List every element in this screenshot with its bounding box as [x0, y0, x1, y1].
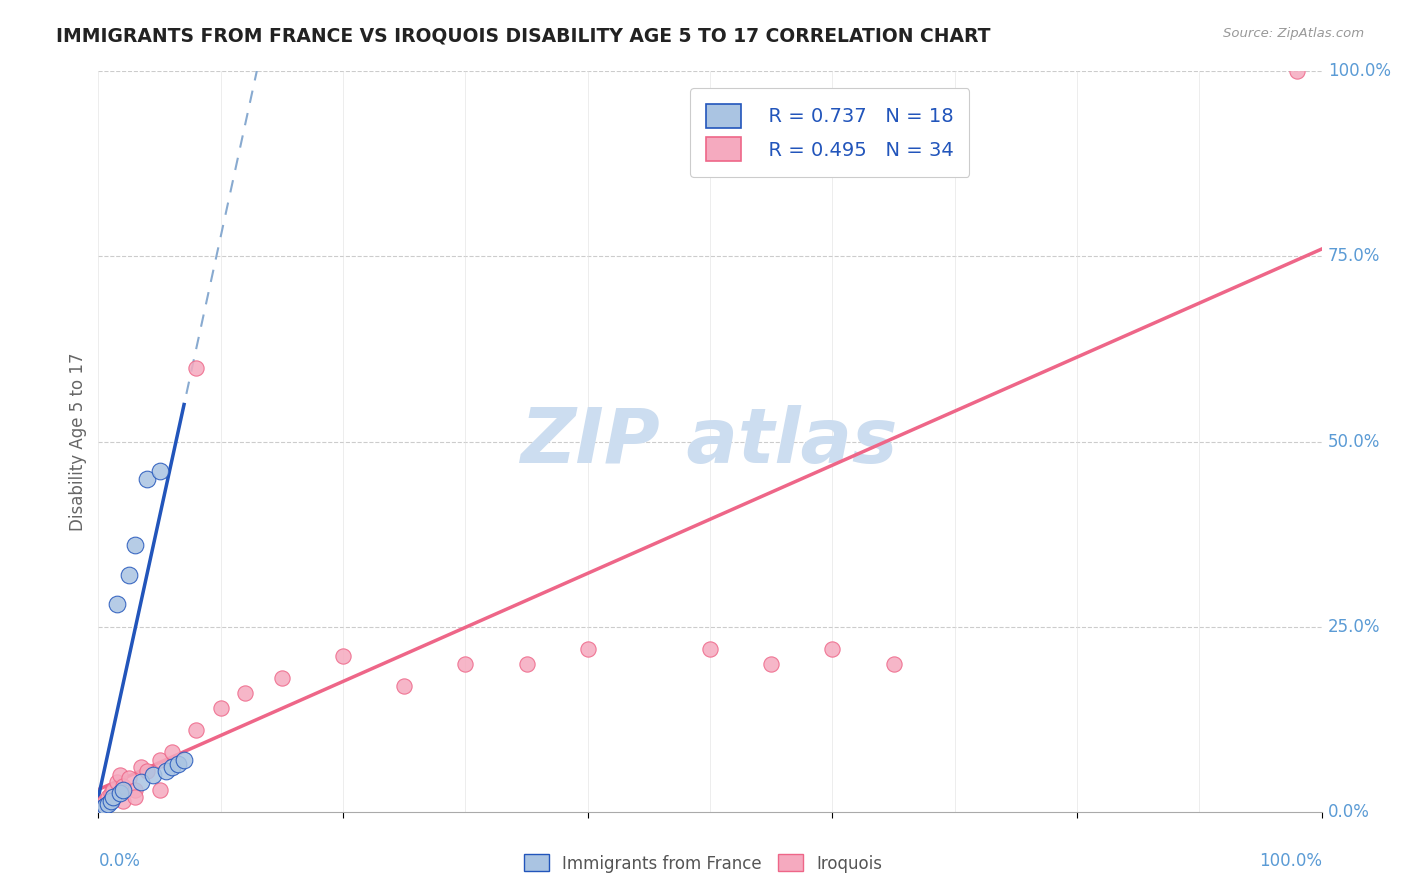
- Legend:   R = 0.737   N = 18,   R = 0.495   N = 34: R = 0.737 N = 18, R = 0.495 N = 34: [690, 88, 969, 177]
- Text: 0.0%: 0.0%: [98, 853, 141, 871]
- Text: 0.0%: 0.0%: [1327, 803, 1369, 821]
- Text: 50.0%: 50.0%: [1327, 433, 1381, 450]
- Text: 100.0%: 100.0%: [1258, 853, 1322, 871]
- Legend: Immigrants from France, Iroquois: Immigrants from France, Iroquois: [517, 847, 889, 880]
- Text: 75.0%: 75.0%: [1327, 247, 1381, 266]
- Text: 100.0%: 100.0%: [1327, 62, 1391, 80]
- Y-axis label: Disability Age 5 to 17: Disability Age 5 to 17: [69, 352, 87, 531]
- Text: Source: ZipAtlas.com: Source: ZipAtlas.com: [1223, 27, 1364, 40]
- Text: 25.0%: 25.0%: [1327, 617, 1381, 636]
- Text: IMMIGRANTS FROM FRANCE VS IROQUOIS DISABILITY AGE 5 TO 17 CORRELATION CHART: IMMIGRANTS FROM FRANCE VS IROQUOIS DISAB…: [56, 27, 991, 45]
- Text: ZIP atlas: ZIP atlas: [522, 405, 898, 478]
